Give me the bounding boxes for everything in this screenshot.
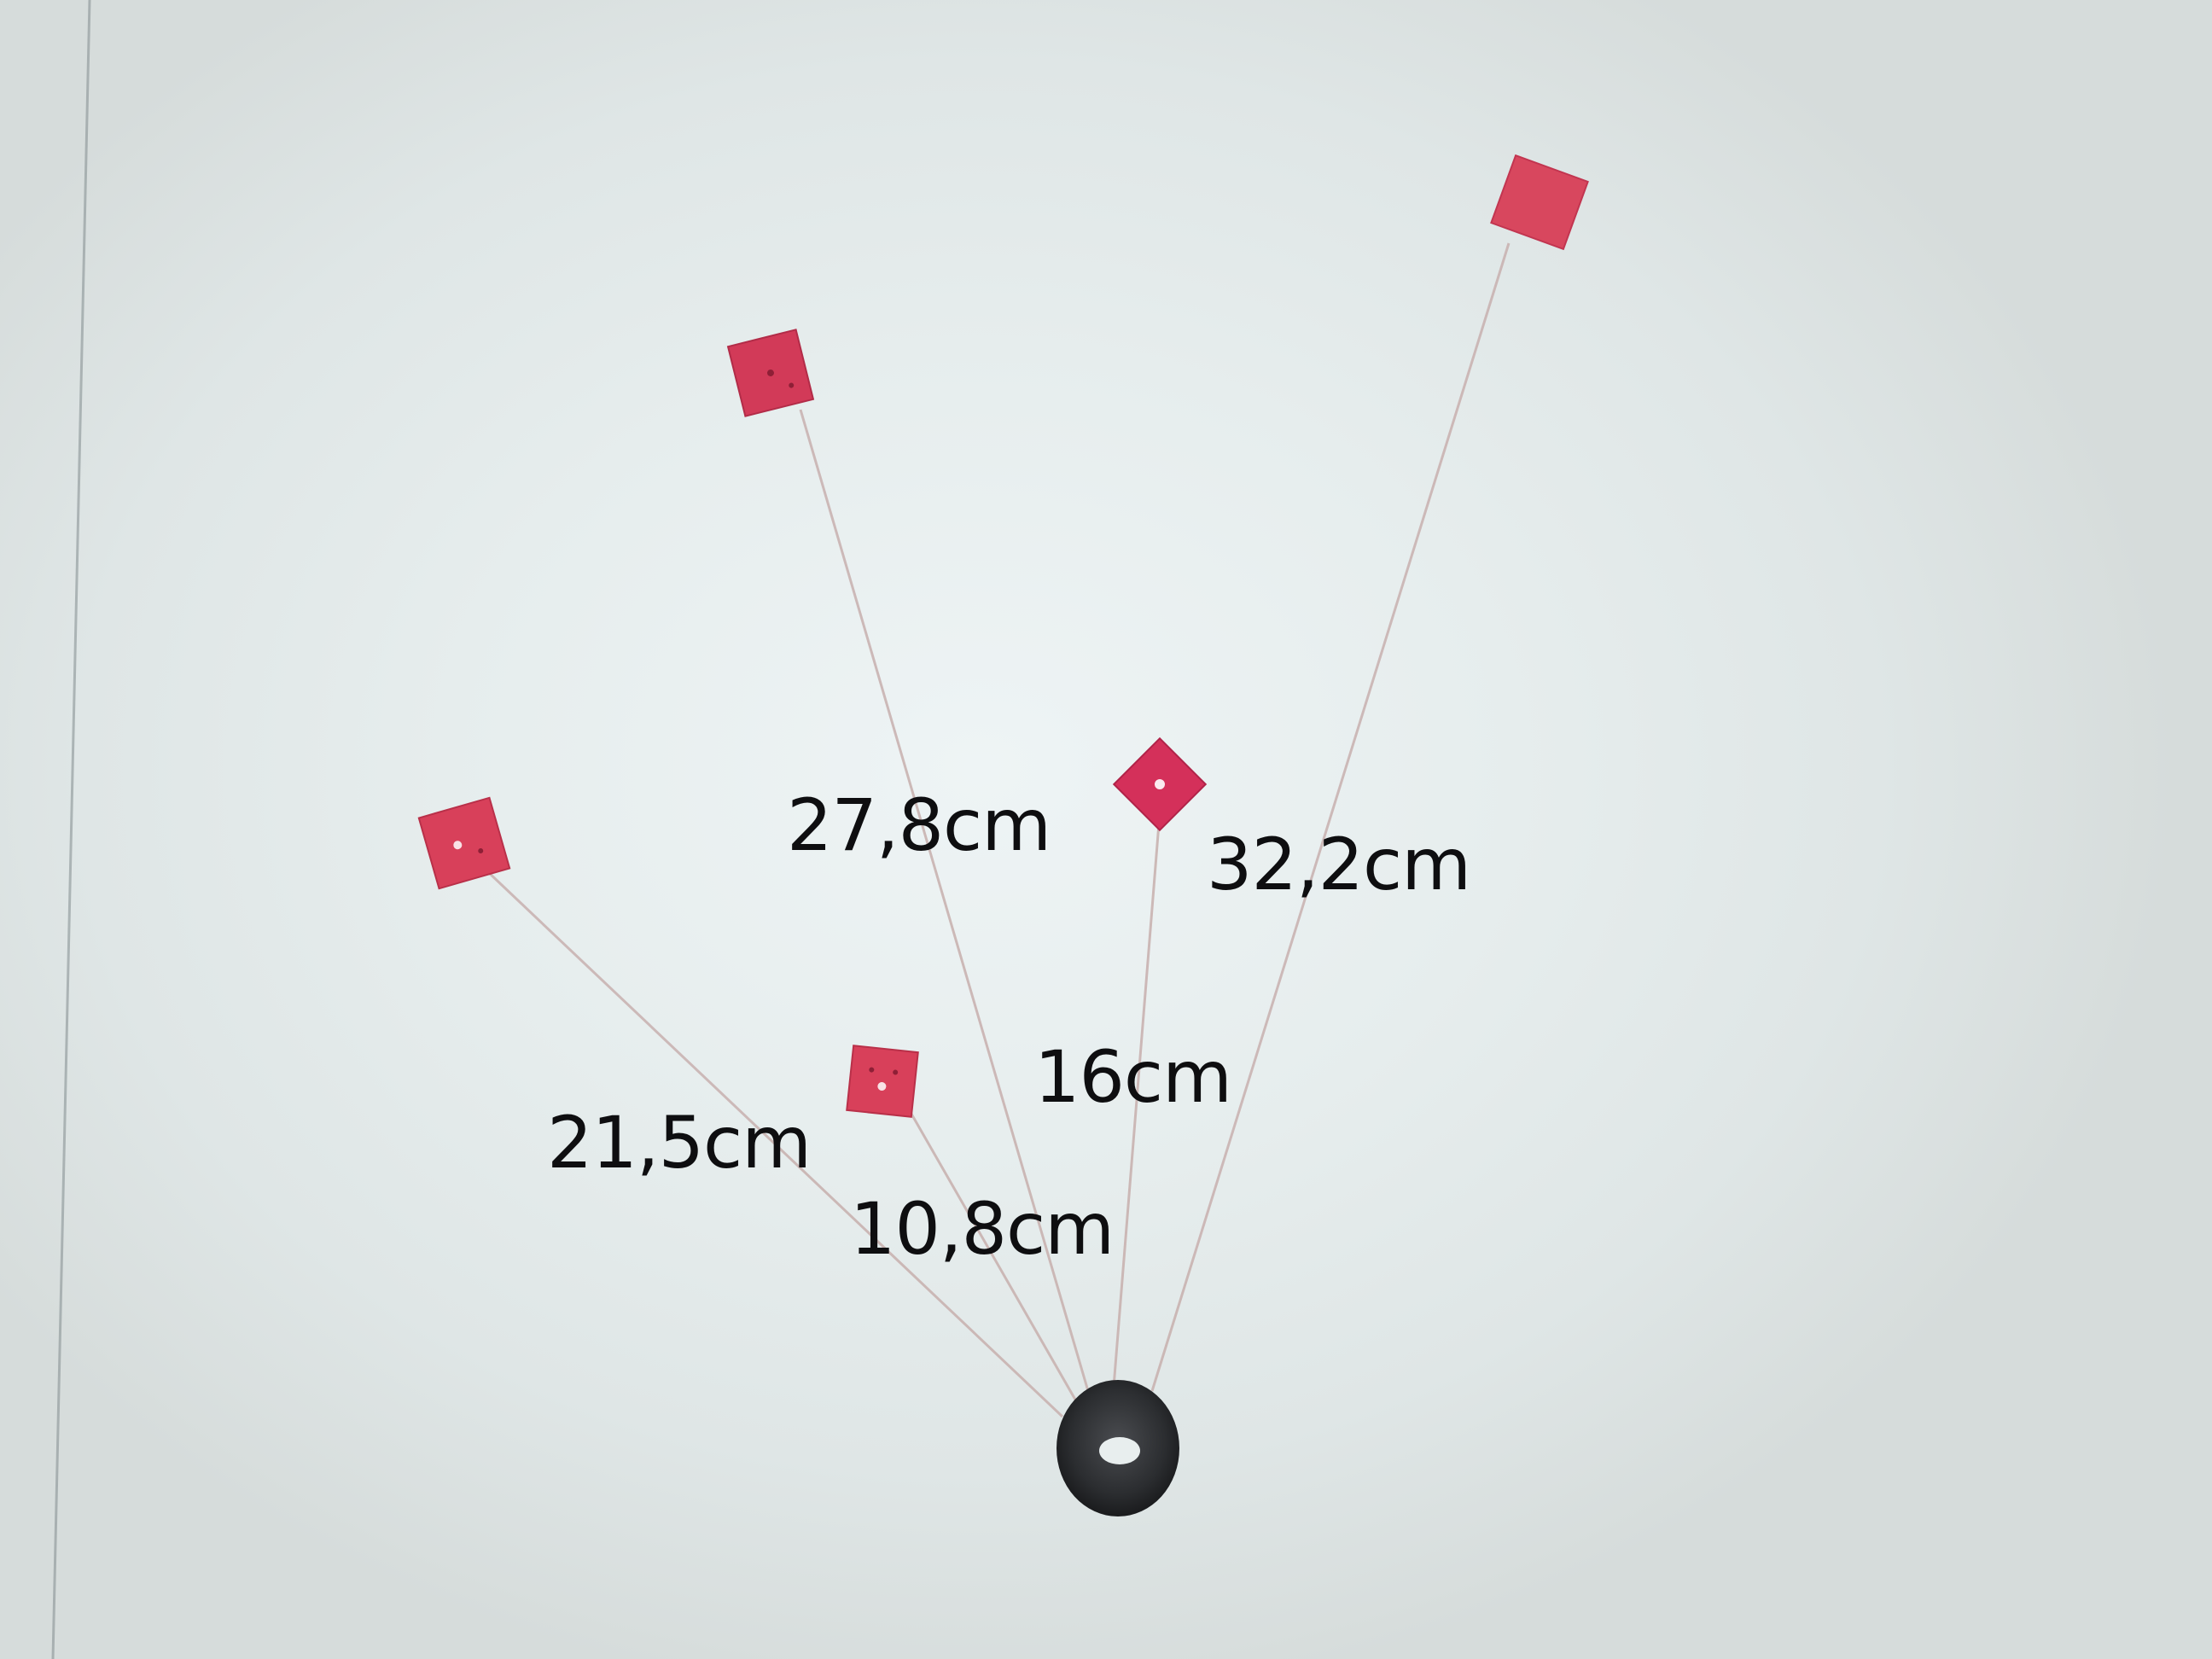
marker-upper-middle — [726, 329, 815, 417]
sheet-edge — [51, 0, 91, 1659]
measurement-label-32-2: 32,2cm — [1207, 823, 1471, 906]
thread-322 — [1150, 242, 1511, 1392]
measurement-label-16: 16cm — [1034, 1035, 1232, 1119]
marker-lower-middle — [846, 1045, 919, 1118]
thread-108 — [907, 1109, 1077, 1400]
thread-215 — [485, 869, 1064, 1418]
thread-278 — [799, 409, 1090, 1392]
thread-16 — [1112, 823, 1161, 1388]
marker-left — [417, 796, 511, 890]
origin-base — [1057, 1380, 1179, 1516]
measurement-label-27-8: 27,8cm — [787, 783, 1051, 867]
measurement-label-21-5: 21,5cm — [547, 1101, 812, 1185]
marker-center-right — [1112, 736, 1208, 832]
measurement-label-10-8: 10,8cm — [850, 1187, 1115, 1271]
marker-top-right — [1490, 154, 1589, 251]
